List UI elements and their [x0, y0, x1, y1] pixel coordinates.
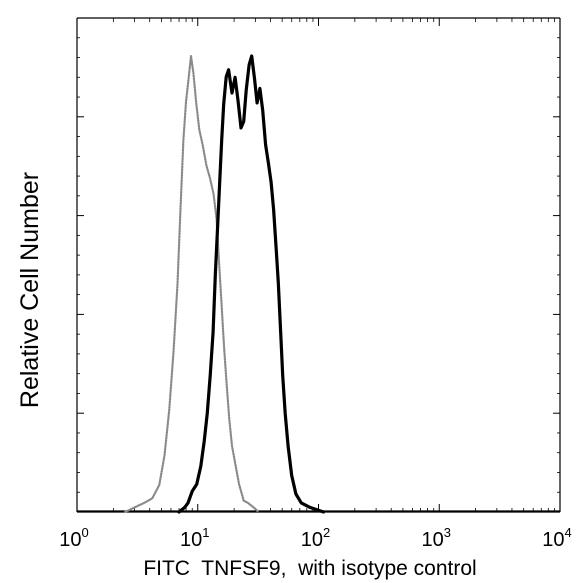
y-axis-ticks [77, 17, 560, 513]
x-tick-label-exponent: 4 [565, 525, 572, 540]
x-tick-label-exponent: 0 [82, 525, 89, 540]
x-tick-label: 103 [422, 525, 451, 551]
x-tick-label-base: 10 [59, 529, 81, 551]
x-tick-label-base: 10 [180, 529, 202, 551]
x-tick-label: 102 [301, 525, 330, 551]
x-tick-label-base: 10 [422, 529, 444, 551]
x-axis-ticks: 100 101 102 103 104 [59, 18, 572, 551]
x-axis-label: FITC TNFSF9, with isotype control [143, 557, 476, 580]
x-tick-label-exponent: 3 [444, 525, 451, 540]
x-tick-label-exponent: 1 [202, 525, 209, 540]
y-axis-label: Relative Cell Number [16, 172, 44, 408]
x-tick-label: 104 [542, 525, 571, 551]
series-layer [77, 54, 560, 514]
tnfsf9-histogram [177, 54, 326, 514]
x-tick-label-base: 10 [542, 529, 564, 551]
x-tick-label: 101 [180, 525, 209, 551]
x-tick-label-exponent: 2 [323, 525, 330, 540]
x-tick-label-base: 10 [301, 529, 323, 551]
isotype-control-histogram [124, 54, 260, 514]
x-tick-label: 100 [59, 525, 88, 551]
